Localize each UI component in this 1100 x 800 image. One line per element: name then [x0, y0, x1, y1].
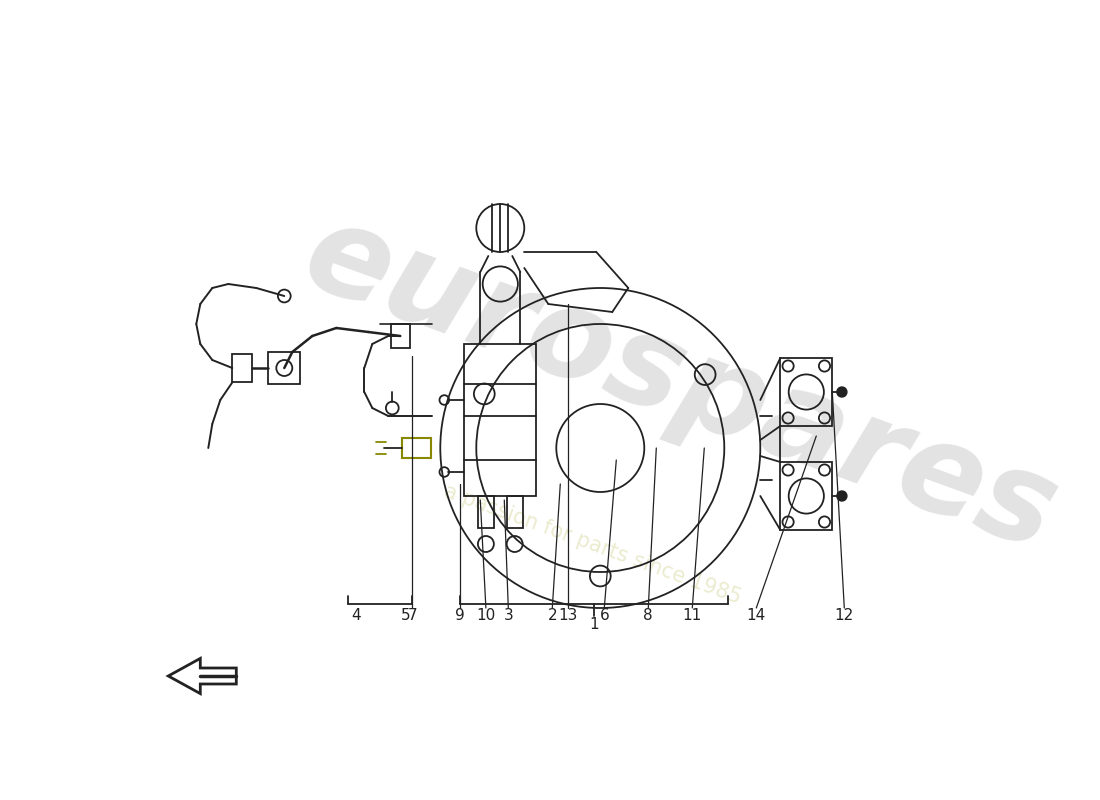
- Circle shape: [837, 387, 847, 397]
- Circle shape: [837, 491, 847, 501]
- Text: 5: 5: [402, 608, 410, 623]
- Bar: [402, 438, 431, 458]
- Text: a passion for parts since 1985: a passion for parts since 1985: [441, 481, 744, 607]
- Text: 9: 9: [455, 608, 465, 623]
- Bar: [232, 354, 252, 382]
- Text: 3: 3: [504, 608, 514, 623]
- Text: 12: 12: [835, 608, 854, 623]
- Text: 6: 6: [600, 608, 609, 623]
- Text: 4: 4: [352, 608, 361, 623]
- Bar: [268, 352, 300, 384]
- Text: 11: 11: [683, 608, 702, 623]
- Text: 8: 8: [644, 608, 653, 623]
- Bar: [390, 324, 410, 348]
- Bar: [507, 496, 522, 528]
- Text: 13: 13: [559, 608, 578, 623]
- Text: 1: 1: [590, 617, 600, 632]
- Bar: [780, 462, 833, 530]
- Text: 2: 2: [548, 608, 557, 623]
- Bar: [477, 496, 494, 528]
- Text: eurospares: eurospares: [288, 192, 1072, 576]
- Bar: [780, 358, 833, 426]
- Bar: [464, 344, 537, 496]
- Text: 7: 7: [407, 608, 417, 623]
- Text: 14: 14: [747, 608, 766, 623]
- Text: 10: 10: [476, 608, 495, 623]
